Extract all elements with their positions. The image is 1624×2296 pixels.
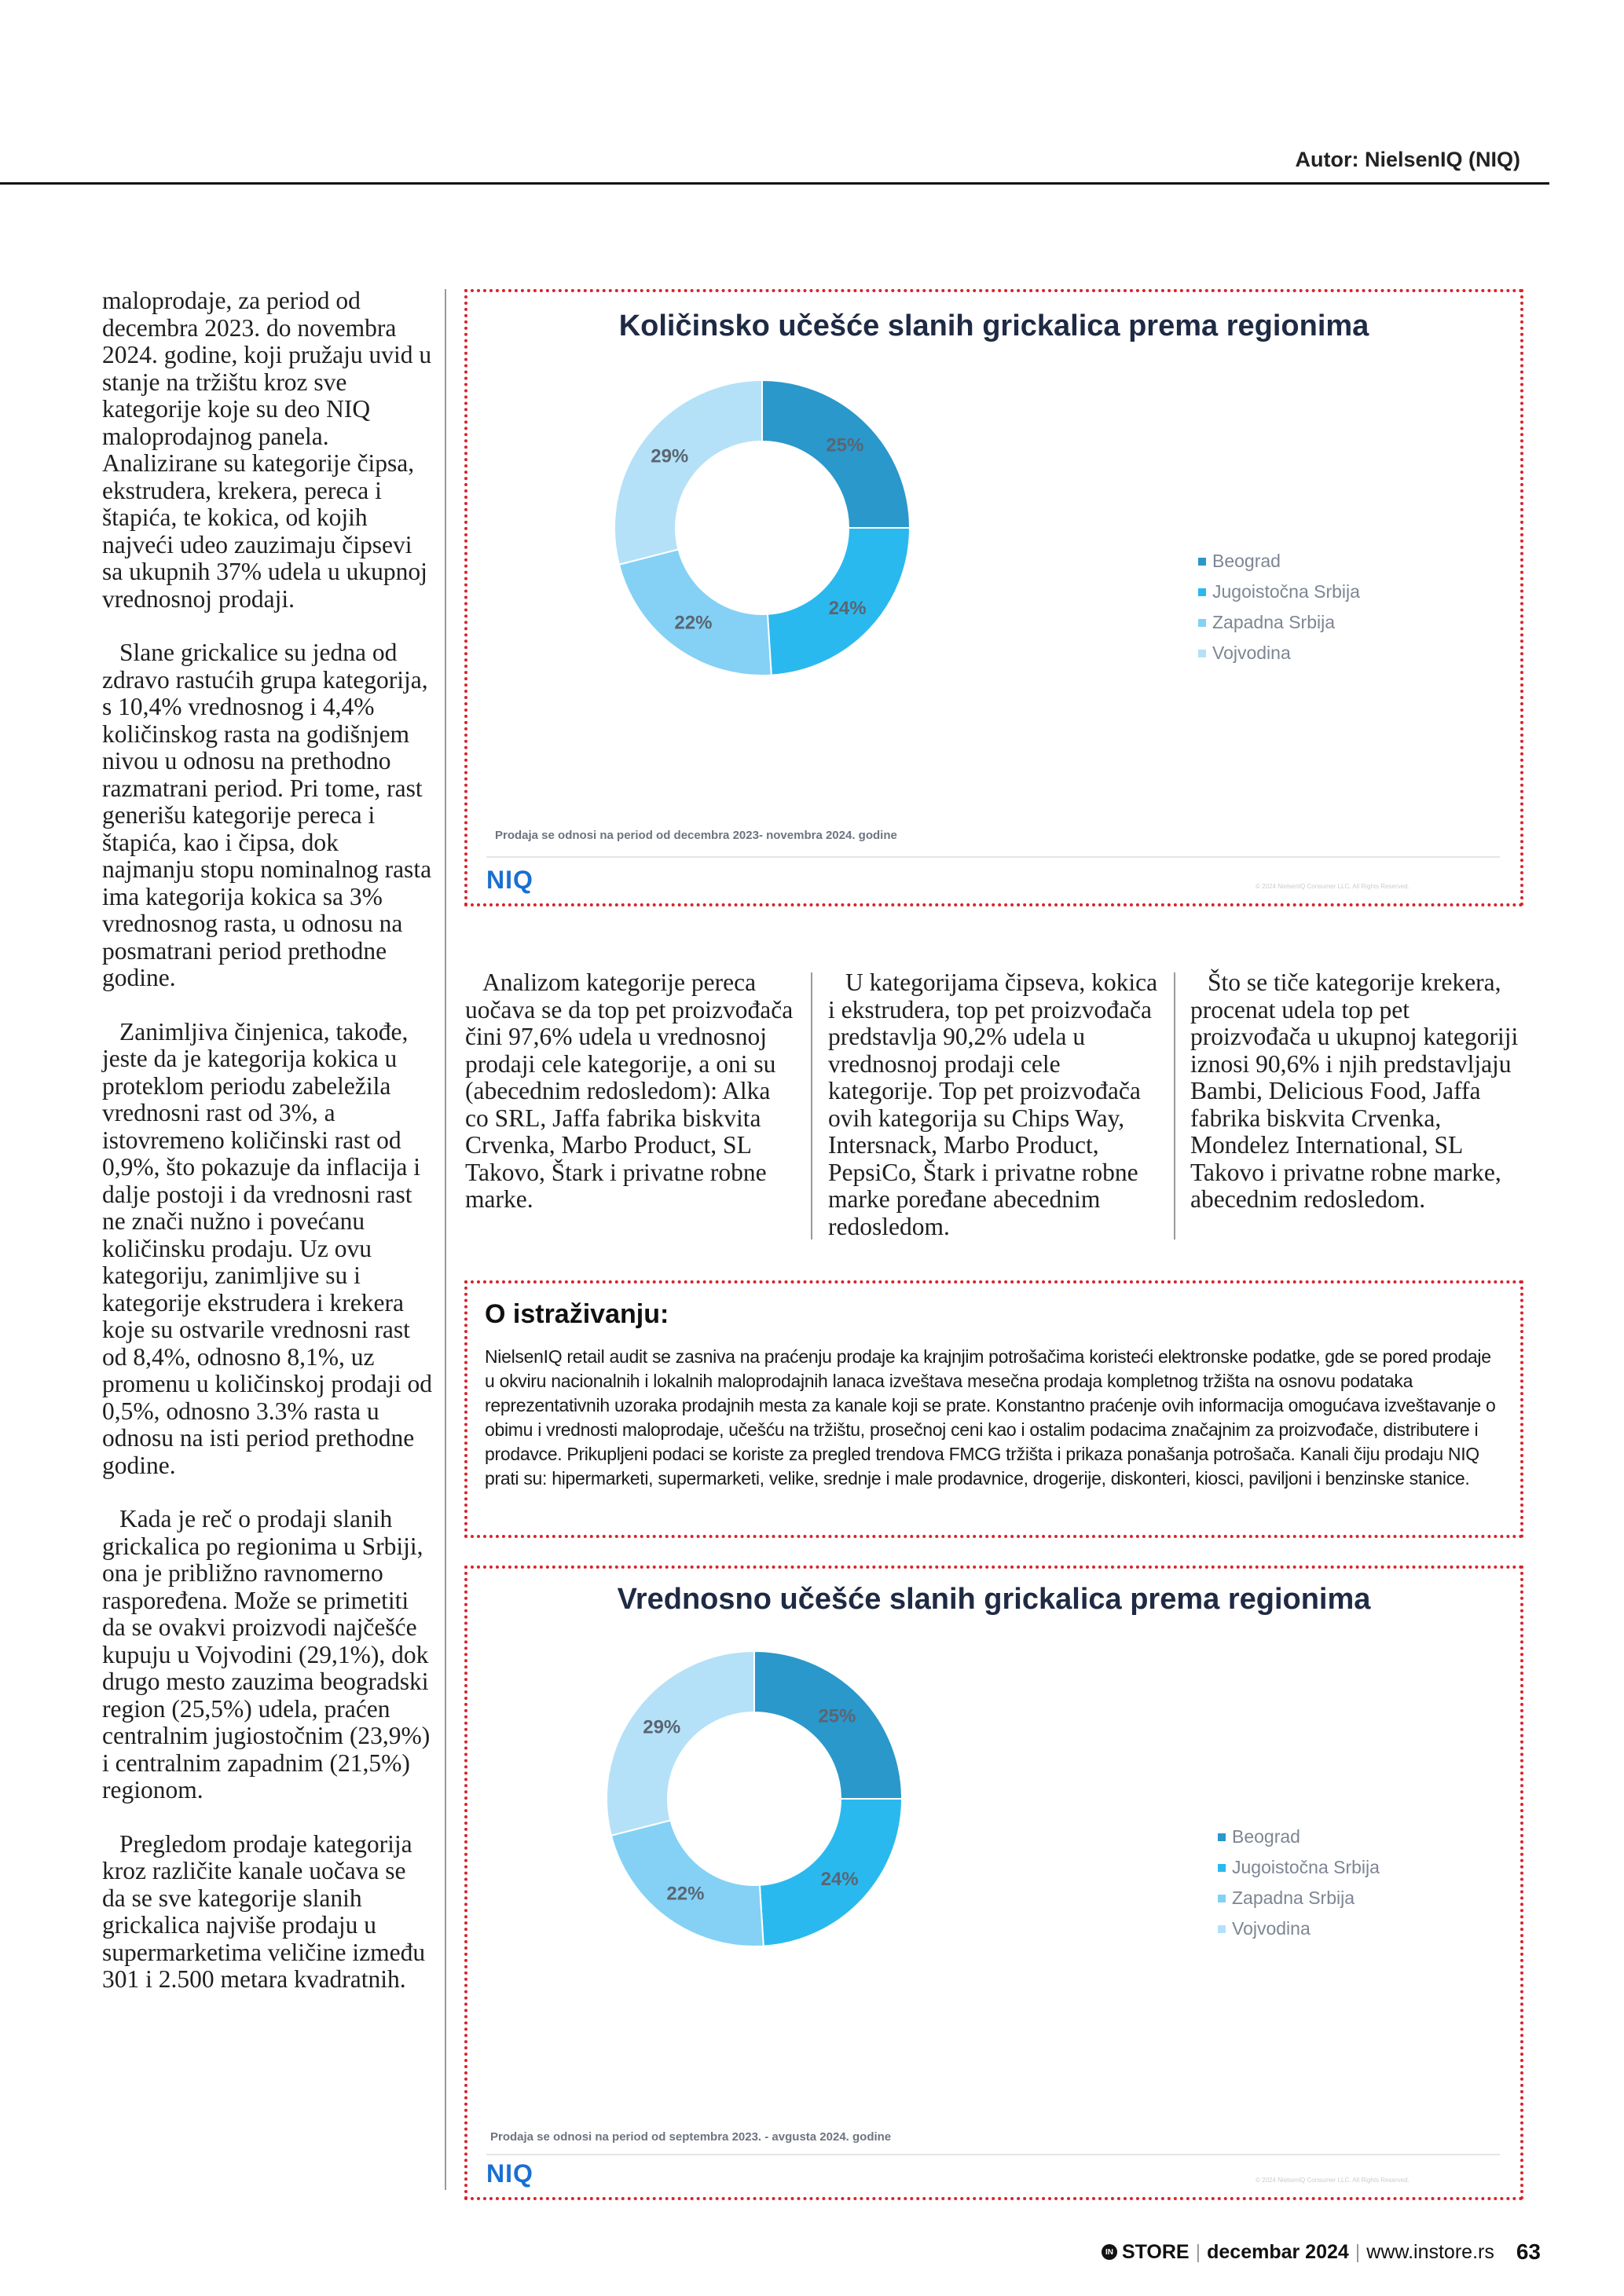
legend-item: Jugoistočna Srbija — [1198, 577, 1360, 607]
legend-swatch — [1218, 1924, 1226, 1933]
about-box: O istraživanju: NielsenIQ retail audit s… — [464, 1280, 1523, 1538]
about-title: O istraživanju: — [485, 1299, 669, 1329]
legend-label: Zapadna Srbija — [1232, 1888, 1355, 1908]
store-logo: IN STORE — [1101, 2240, 1190, 2264]
author-credit: Autor: NielsenIQ (NIQ) — [1295, 148, 1520, 171]
slice-label: 29% — [651, 446, 688, 467]
paragraph: Slane grickalice su jedna od zdravo rast… — [102, 639, 432, 991]
slice-label: 24% — [829, 598, 867, 619]
left-column: maloprodaje, za period od decembra 2023.… — [102, 287, 432, 2020]
legend-item: Beograd — [1218, 1822, 1380, 1852]
chart-footer-rule — [486, 2154, 1500, 2155]
legend-label: Vojvodina — [1212, 643, 1291, 663]
legend-label: Jugoistočna Srbija — [1232, 1857, 1380, 1877]
separator: | — [1355, 2240, 1361, 2263]
slice-label: 29% — [643, 1717, 680, 1738]
chart-title: Količinsko učešće slanih grickalica prem… — [618, 309, 1369, 342]
legend-label: Zapadna Srbija — [1212, 612, 1335, 632]
legend-label: Jugoistočna Srbija — [1212, 581, 1360, 602]
chart-footer-rule — [486, 856, 1500, 858]
chart-title: Vrednosno učešće slanih grickalica prema… — [617, 1583, 1371, 1616]
legend-swatch — [1198, 557, 1206, 566]
website-url[interactable]: www.instore.rs — [1366, 2240, 1494, 2263]
paragraph: U kategorijama čipseva, kokica i ekstrud… — [828, 969, 1158, 1240]
legend-label: Beograd — [1232, 1826, 1300, 1847]
legend-item: Zapadna Srbija — [1198, 607, 1360, 638]
column-cipsevi: U kategorijama čipseva, kokica i ekstrud… — [828, 969, 1161, 1240]
legend-swatch — [1218, 1833, 1226, 1841]
legend-swatch — [1198, 618, 1206, 627]
in-circle-icon: IN — [1101, 2244, 1117, 2260]
paragraph: Zanimljiva činjenica, takođe, jeste da j… — [102, 1017, 432, 1479]
donut-slice-jugoistočna-srbija — [758, 1798, 904, 1947]
niq-logo: NIQ — [486, 866, 533, 894]
donut-slice-zapadna-srbija — [618, 548, 772, 676]
paragraph: Što se tiče kategorije krekera, procenat… — [1190, 969, 1519, 1213]
legend-item: Vojvodina — [1218, 1913, 1380, 1944]
legend-label: Beograd — [1212, 551, 1281, 571]
legend-swatch — [1198, 649, 1206, 657]
chart-legend: Beograd Jugoistočna Srbija Zapadna Srbija V… — [1218, 1822, 1380, 1944]
donut-chart-value: 25% 24% 22% 29% — [606, 1650, 904, 1947]
separator: | — [1195, 2240, 1201, 2263]
niq-logo: NIQ — [486, 2159, 533, 2188]
column-rule — [811, 972, 812, 1240]
chart-box-volume: Količinsko učešće slanih grickalica prem… — [464, 289, 1523, 906]
donut-slice-zapadna-srbija — [610, 1819, 764, 1947]
column-rule — [1174, 972, 1175, 1240]
chart-legend: Beograd Jugoistočna Srbija Zapadna Srbija V… — [1198, 546, 1360, 668]
donut-slice-beograd — [761, 379, 911, 529]
brand-name: STORE — [1121, 2240, 1190, 2263]
header-rule — [0, 182, 1549, 185]
slice-label: 22% — [674, 613, 712, 634]
donut-slice-jugoistočna-srbija — [766, 527, 911, 676]
paragraph: Kada je reč o prodaji slanih grickalica … — [102, 1505, 431, 1803]
chart-note: Prodaja se odnosi na period od septembra… — [490, 2130, 892, 2144]
paragraph: Analizom kategorije pereca uočava se da … — [465, 969, 794, 1213]
legend-item: Beograd — [1198, 546, 1360, 577]
donut-slice-vojvodina — [606, 1650, 755, 1836]
slice-label: 25% — [818, 1706, 856, 1727]
paragraph: maloprodaje, za period od decembra 2023.… — [102, 287, 432, 613]
copyright-text: © 2024 NielsenIQ Consumer LLC. All Right… — [1256, 883, 1410, 890]
legend-item: Zapadna Srbija — [1218, 1883, 1380, 1913]
legend-label: Vojvodina — [1232, 1918, 1311, 1939]
copyright-text: © 2024 NielsenIQ Consumer LLC. All Right… — [1256, 2177, 1410, 2184]
about-text: NielsenIQ retail audit se zasniva na pra… — [485, 1346, 1496, 1489]
slice-label: 25% — [826, 435, 863, 456]
donut-slice-beograd — [753, 1650, 904, 1800]
chart-box-value: Vrednosno učešće slanih grickalica prema… — [464, 1565, 1523, 2200]
left-column-rule — [445, 289, 446, 2190]
page-number: 63 — [1516, 2239, 1541, 2264]
donut-chart-volume: 25% 24% 22% 29% — [614, 379, 911, 676]
legend-swatch — [1218, 1894, 1226, 1902]
column-krekeri: Što se tiče kategorije krekera, procenat… — [1190, 969, 1523, 1214]
column-pereca: Analizom kategorije pereca uočava se da … — [465, 969, 797, 1214]
chart-note: Prodaja se odnosi na period od decembra … — [495, 829, 897, 842]
page-footer: IN STORE | decembar 2024 | www.instore.rs… — [1101, 2239, 1541, 2265]
legend-item: Vojvodina — [1198, 638, 1360, 668]
issue-month: decembar 2024 — [1207, 2240, 1349, 2263]
slice-label: 24% — [821, 1869, 859, 1890]
paragraph: Pregledom prodaje kategorija kroz različ… — [102, 1829, 426, 1993]
legend-swatch — [1218, 1863, 1226, 1872]
donut-slice-vojvodina — [614, 379, 763, 566]
legend-item: Jugoistočna Srbija — [1218, 1852, 1380, 1883]
slice-label: 22% — [666, 1884, 704, 1905]
legend-swatch — [1198, 588, 1206, 596]
